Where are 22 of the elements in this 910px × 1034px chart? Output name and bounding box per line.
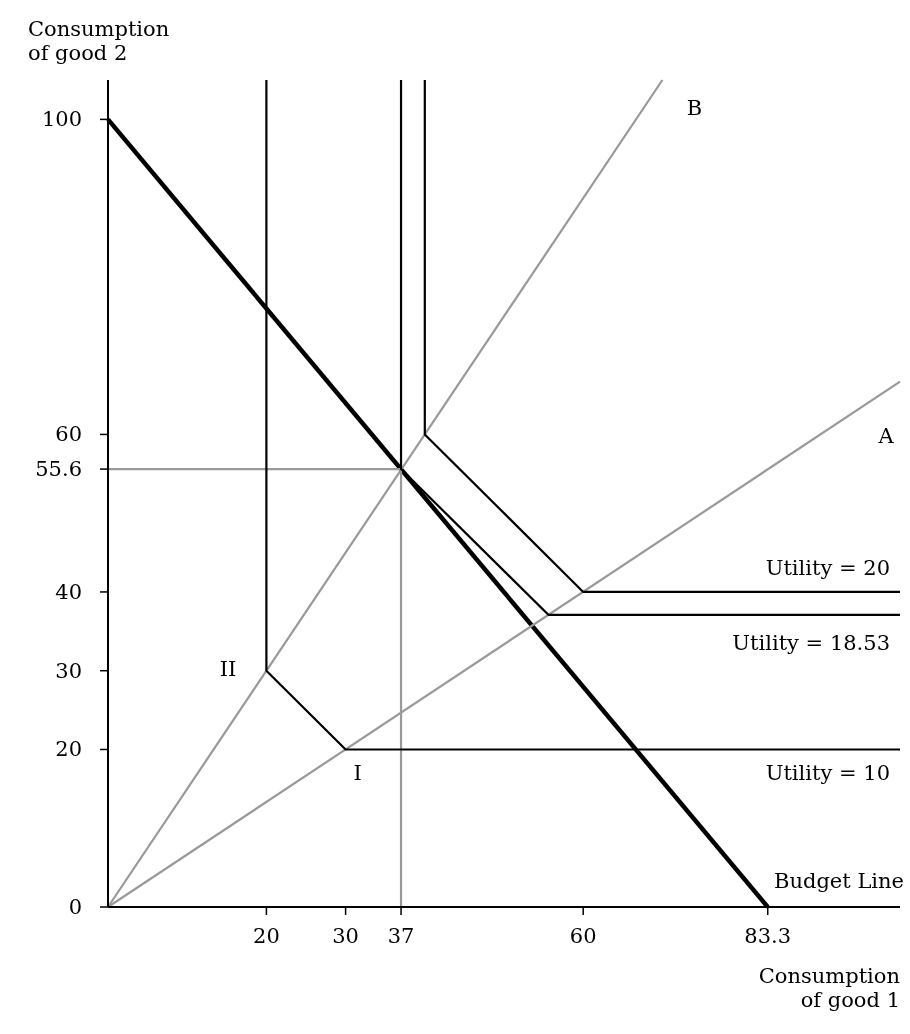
y-tick-label: 0	[68, 895, 82, 919]
y-tick-label: 20	[55, 737, 82, 762]
x-tick-label: 20	[253, 924, 280, 948]
series-label: B	[686, 96, 703, 120]
y-axis-title: Consumption of good 2	[28, 17, 170, 66]
series-label: Utility = 18.53	[732, 630, 890, 655]
series-label: Utility = 20	[765, 555, 890, 580]
x-tick-label: 37	[387, 924, 415, 948]
x-tick-label: 30	[332, 924, 359, 948]
series-label: Budget Line	[774, 869, 904, 893]
x-tick-label: 60	[569, 924, 597, 948]
y-tick-label: 40	[55, 579, 82, 604]
y-tick-label: 30	[55, 658, 82, 683]
annotation: I	[353, 761, 362, 786]
series-label: Utility = 10	[765, 761, 890, 786]
x-tick-label: 83.3	[744, 924, 792, 948]
y-tick-label: 100	[41, 107, 82, 132]
series-label: A	[877, 423, 895, 448]
annotation: II	[219, 656, 237, 681]
y-tick-label: 55.6	[35, 457, 82, 482]
x-axis-title: Consumption of good 1	[758, 964, 900, 1013]
y-tick-label: 60	[55, 422, 82, 447]
